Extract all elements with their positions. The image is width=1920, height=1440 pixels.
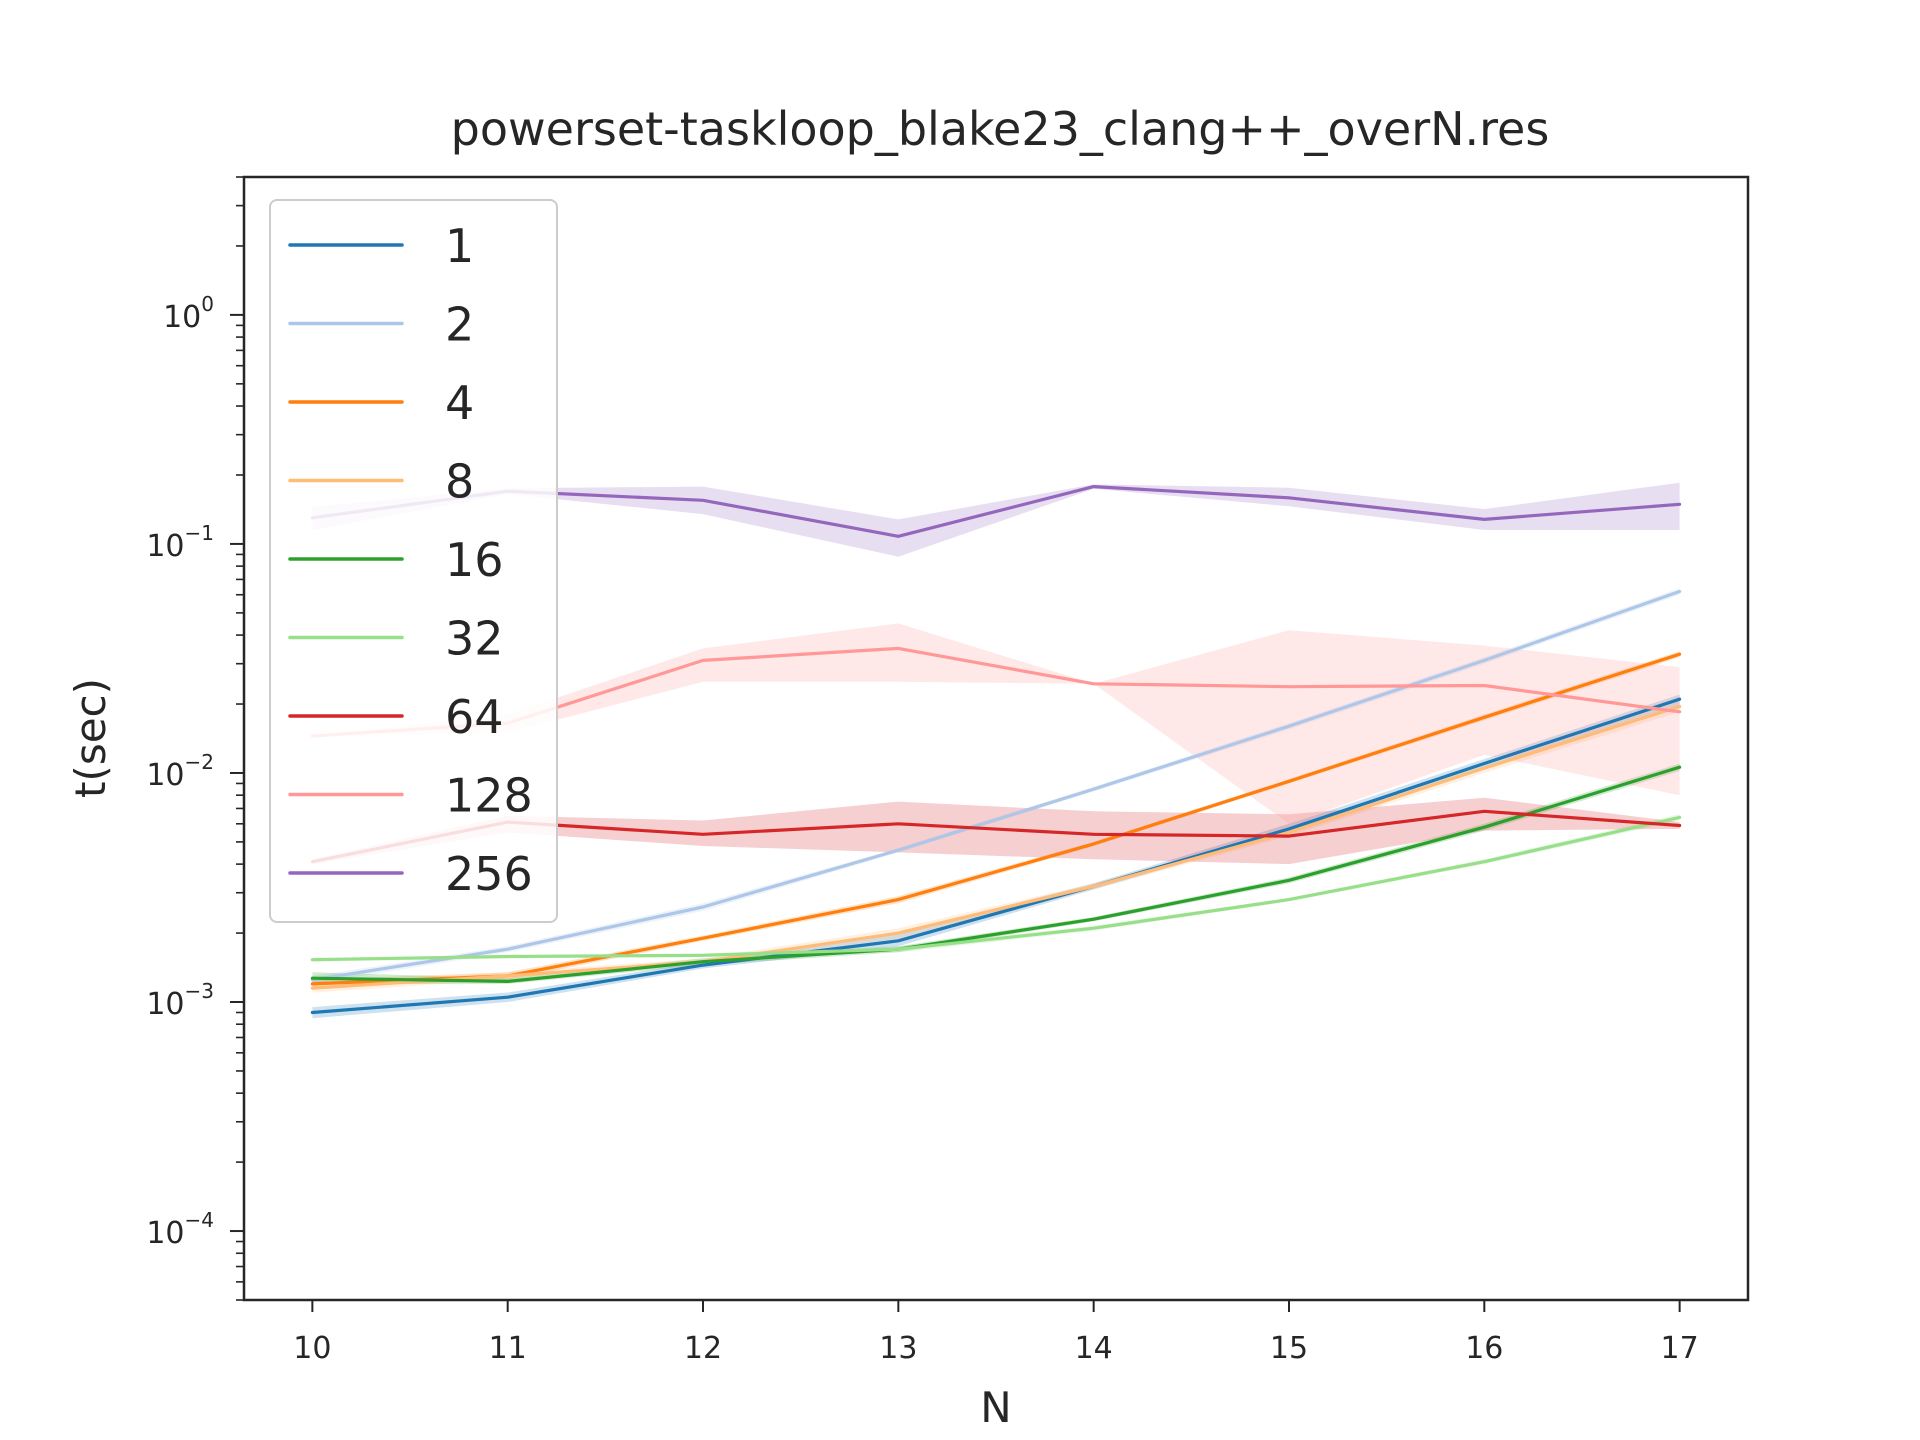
line-series-16 (310, 765, 1682, 984)
legend: 1 2 4 8 16 32 64 128 256 (269, 199, 558, 923)
y-tick-label: 100 (163, 292, 214, 335)
line-series-4 (310, 652, 1682, 986)
legend-label-16: 16 (445, 533, 504, 587)
legend-label-8: 8 (445, 455, 474, 509)
legend-label-128: 128 (445, 769, 533, 823)
y-axis-label: t(sec) (66, 678, 115, 798)
legend-label-32: 32 (445, 612, 504, 666)
legend-box (269, 199, 558, 923)
x-tick-label: 11 (489, 1331, 527, 1366)
line-series-8 (310, 704, 1682, 990)
x-tick-label: 16 (1465, 1331, 1503, 1366)
legend-label-2: 2 (445, 298, 474, 352)
legend-label-64: 64 (445, 690, 504, 744)
y-tick-label: 10−2 (146, 750, 214, 793)
legend-label-256: 256 (445, 847, 533, 901)
y-tick-label: 10−1 (146, 521, 214, 564)
band-series-128 (312, 623, 1680, 824)
legend-label-1: 1 (445, 219, 474, 273)
line-series-1 (310, 697, 1682, 1015)
y-tick-label: 10−4 (146, 1208, 214, 1251)
chart-title: powerset-taskloop_blake23_clang++_overN.… (451, 102, 1550, 156)
band-series-64 (312, 797, 1680, 865)
x-tick-label: 13 (879, 1331, 917, 1366)
line-series-32 (310, 815, 1682, 962)
y-tick-label: 10−3 (146, 979, 214, 1022)
x-tick-label: 15 (1270, 1331, 1308, 1366)
band-series-256 (312, 482, 1680, 557)
line-series-2 (310, 589, 1682, 982)
plot-frame (242, 175, 1750, 1302)
x-axis-label: N (980, 1383, 1011, 1432)
x-axis: 10 11 12 13 14 15 16 17 (293, 1300, 1699, 1366)
x-tick-label: 10 (293, 1331, 331, 1366)
legend-label-4: 4 (445, 376, 474, 430)
x-tick-label: 14 (1075, 1331, 1113, 1366)
confidence-bands (312, 482, 1680, 1019)
x-tick-label: 17 (1661, 1331, 1699, 1366)
y-axis: 10−4 10−3 10−2 10−1 100 (146, 176, 244, 1301)
x-tick-label: 12 (684, 1331, 722, 1366)
